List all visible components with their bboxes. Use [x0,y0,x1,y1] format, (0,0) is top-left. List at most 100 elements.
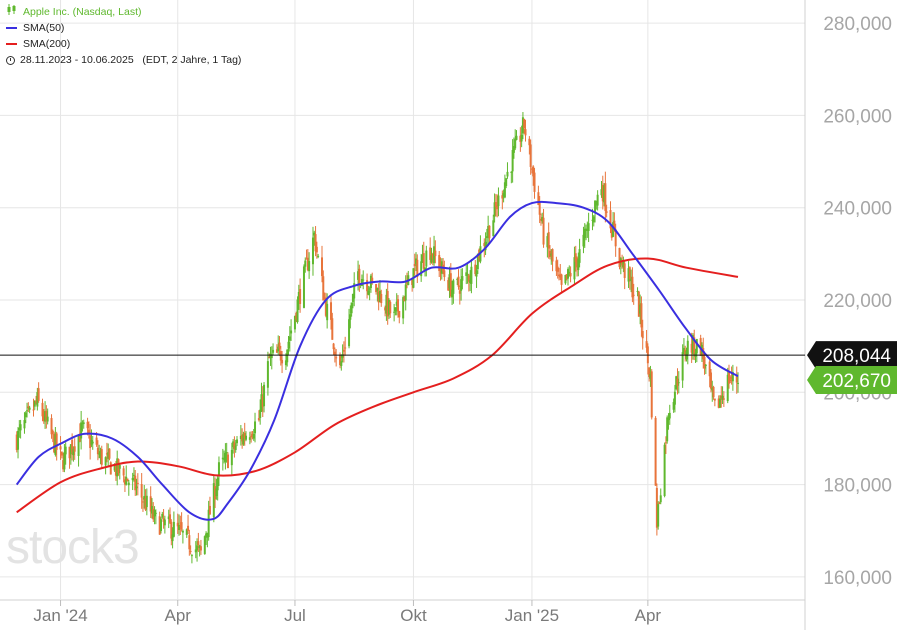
candle-body [546,236,549,248]
candle-body [51,430,54,433]
legend-item-sma200[interactable]: SMA(200) [6,36,241,52]
candle-body [203,536,206,554]
candle-body [257,418,260,421]
candle-body [169,514,172,523]
candle-body [54,434,57,455]
candle-body [524,129,527,136]
candle-body [68,446,71,459]
candle-body [353,283,356,299]
candle-body [241,434,244,442]
candle-body [451,289,454,298]
candle-body [323,297,326,300]
candle-body [497,195,500,207]
candle-body [314,234,317,252]
candle-body [632,294,635,296]
candle-body [24,412,27,418]
candle-body [72,448,75,456]
candle-body [154,512,157,514]
candle-body [89,435,92,449]
candle-body [42,416,45,422]
candle-body [467,275,470,282]
candle-body [108,448,111,459]
candle-body [91,441,94,444]
candle-body [672,401,675,410]
candle-body [350,302,353,314]
candle-body [618,247,621,267]
legend-item-sma50[interactable]: SMA(50) [6,20,241,36]
candle-body [272,349,275,353]
candle-body [600,189,603,196]
candle-body [86,421,89,429]
y-tick-label: 260,000 [823,106,892,127]
candle-body [208,505,211,515]
candle-body [592,216,595,223]
candle-body [425,250,428,267]
candle-body [32,409,35,411]
reference-value-box-shape [807,341,897,370]
candle-body [28,407,31,410]
candle-body [594,200,597,213]
candle-body [713,398,716,401]
candle-body [23,420,26,429]
candle-body [398,310,401,318]
candle-body [573,257,576,280]
legend-item-range: 28.11.2023 - 10.06.2025 (EDT, 2 Jahre, 1… [6,52,241,68]
candle-body [614,229,617,247]
candle-body [456,278,459,280]
y-tick-label: 160,000 [823,568,892,589]
candle-body [53,433,56,453]
candle-body [603,185,606,203]
candle-body [514,139,517,149]
y-axis: 280,000260,000240,000220,000200,000180,0… [823,14,892,589]
candle-body [384,307,387,311]
candle-body [278,342,281,349]
candle-body [275,349,278,353]
legend-item-price[interactable]: Apple Inc. (Nasdaq, Last) [6,4,241,20]
candle-body [44,411,47,422]
candle-body [470,266,473,284]
candle-body [371,277,374,282]
candle-body [252,434,255,439]
candle-body [655,487,658,528]
candle-body [144,498,147,510]
candle-body [358,268,361,284]
candle-body [541,217,544,222]
candle-body [87,429,90,434]
candle-body [335,357,338,359]
candle-body [233,442,236,449]
candle-body [567,269,570,279]
candle-body [666,417,669,442]
candle-body [690,343,693,353]
candle-body [413,263,416,267]
candle-body [650,371,653,418]
candle-body [386,290,389,317]
candle-body [230,449,233,466]
candle-body [448,274,451,289]
candle-body [663,444,666,497]
candle-body [578,249,581,263]
candle-body [321,257,323,277]
candle-body [90,440,93,445]
candle-body [577,259,580,271]
candle-body [591,219,594,221]
candle-body [555,260,558,272]
candle-body [403,296,406,302]
candle-body [304,260,307,267]
candle-body [73,446,76,452]
candle-body [268,356,271,359]
candle-body [342,349,345,352]
candle-body [557,274,560,277]
sma50-swatch [6,27,17,29]
candle-body [362,279,365,281]
candle-body [171,534,174,542]
candle-body [576,257,579,268]
candle-body [658,502,661,504]
candle-body [96,447,99,455]
candle-body [676,378,679,386]
legend-label-sma200: SMA(200) [23,38,71,50]
candle-body [610,227,613,238]
candle-body [77,435,80,456]
candle-body [387,299,390,315]
candle-body [308,261,311,272]
